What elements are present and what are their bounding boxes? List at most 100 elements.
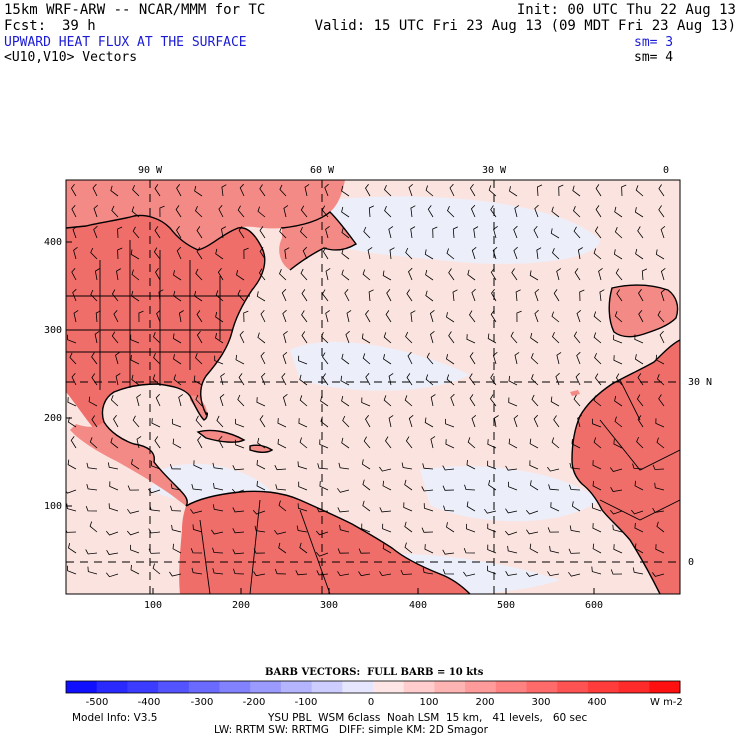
wind-barb <box>656 374 665 386</box>
wind-barb <box>526 529 539 535</box>
wind-barb <box>66 529 77 533</box>
physics-line-1: YSU PBL WSM 6class Noah LSM 15 km, 41 le… <box>268 712 588 724</box>
wind-barb <box>613 439 623 449</box>
vector-smoothing: sm= 4 <box>634 50 674 65</box>
wind-barb <box>427 205 434 218</box>
wind-barb <box>106 549 119 555</box>
wind-barb <box>66 503 77 512</box>
wind-barb <box>655 249 665 260</box>
wind-barb <box>274 465 287 471</box>
wind-barb <box>195 205 203 218</box>
wind-barb <box>94 268 100 281</box>
wind-barb <box>85 549 98 555</box>
wind-barb <box>403 502 413 512</box>
wind-barb <box>218 205 224 218</box>
lon-label: 90 W <box>138 165 163 176</box>
wind-barb <box>552 331 560 344</box>
wind-barb <box>232 465 245 471</box>
wind-barb <box>89 437 98 449</box>
wind-barb <box>446 312 455 323</box>
wind-barb <box>299 395 308 407</box>
wind-barb <box>632 567 644 575</box>
wind-barb <box>442 465 455 471</box>
wind-barbs <box>66 183 666 578</box>
wind-barb <box>547 527 560 533</box>
wind-barb <box>237 289 245 302</box>
wind-barb <box>173 354 182 365</box>
colorbar-unit: W m-2 <box>650 697 683 708</box>
wind-barb <box>445 439 455 449</box>
wind-barb <box>614 311 623 323</box>
wind-barb <box>193 460 203 470</box>
field-smoothing: sm= 3 <box>634 35 674 50</box>
wind-barb <box>592 418 602 428</box>
wind-barb <box>362 269 371 281</box>
wind-barb <box>385 310 392 323</box>
wind-barb <box>443 505 455 512</box>
wind-barb <box>487 460 497 470</box>
wind-barb <box>484 508 497 514</box>
wind-barb <box>408 183 413 197</box>
wind-barb <box>235 354 245 365</box>
wind-barb <box>529 543 539 554</box>
wind-barb <box>235 418 245 428</box>
wind-barb <box>550 396 560 407</box>
forecast-hour: 39 h <box>62 18 96 34</box>
wind-barb <box>195 268 203 281</box>
wind-barb <box>235 439 245 449</box>
wind-barb <box>463 571 476 577</box>
wind-barb <box>259 415 266 428</box>
wind-barb <box>260 351 266 365</box>
wind-barb <box>471 288 476 302</box>
wind-barb <box>322 247 329 260</box>
wind-barb <box>196 247 203 260</box>
wind-barb <box>131 459 140 470</box>
wind-barb <box>243 310 249 323</box>
init-time: Init: 00 UTC Thu 22 Aug 13 <box>516 2 736 18</box>
wind-barb <box>86 483 98 491</box>
wind-barb <box>155 268 161 281</box>
wind-barb <box>405 247 413 260</box>
wind-barb <box>593 332 602 344</box>
wind-barb <box>278 500 287 512</box>
wind-barb <box>132 184 140 197</box>
wind-barb <box>450 393 455 407</box>
wind-barb <box>274 568 287 575</box>
wind-barb <box>536 247 542 260</box>
wind-barb <box>492 246 498 260</box>
wind-barb <box>67 397 77 407</box>
wind-barb <box>89 521 98 533</box>
wind-barb <box>424 249 434 260</box>
wind-barb <box>579 289 585 302</box>
wind-barb <box>260 309 266 323</box>
wind-barb <box>337 571 350 577</box>
valid-time: Valid: 15 UTC Fri 23 Aug 13 (09 MDT Fri … <box>314 18 736 34</box>
wind-barb <box>594 226 602 239</box>
wind-barb <box>152 563 161 575</box>
wind-barb <box>111 331 119 344</box>
wind-barb <box>295 570 308 576</box>
wind-barb <box>341 248 350 260</box>
political-boundaries <box>66 240 680 594</box>
wind-barb <box>109 481 119 491</box>
wind-barb <box>218 436 224 449</box>
wind-barb <box>513 246 518 260</box>
wind-barb <box>425 269 434 281</box>
wind-barb <box>507 545 518 554</box>
y-tick-label: 100 <box>44 501 62 512</box>
colorbar-swatch <box>495 681 527 693</box>
wind-barb <box>132 415 140 428</box>
wind-barb <box>252 510 266 515</box>
wind-barb <box>651 572 665 577</box>
map-frame <box>65 179 681 595</box>
wind-barb <box>72 225 78 239</box>
wind-barb <box>655 354 665 365</box>
wind-barb <box>576 309 582 323</box>
wind-barb <box>126 530 140 536</box>
wind-barb <box>473 226 479 239</box>
wind-barb <box>421 527 434 533</box>
wind-barb <box>658 205 665 218</box>
wind-barb <box>341 227 350 239</box>
wind-barb <box>172 333 182 344</box>
